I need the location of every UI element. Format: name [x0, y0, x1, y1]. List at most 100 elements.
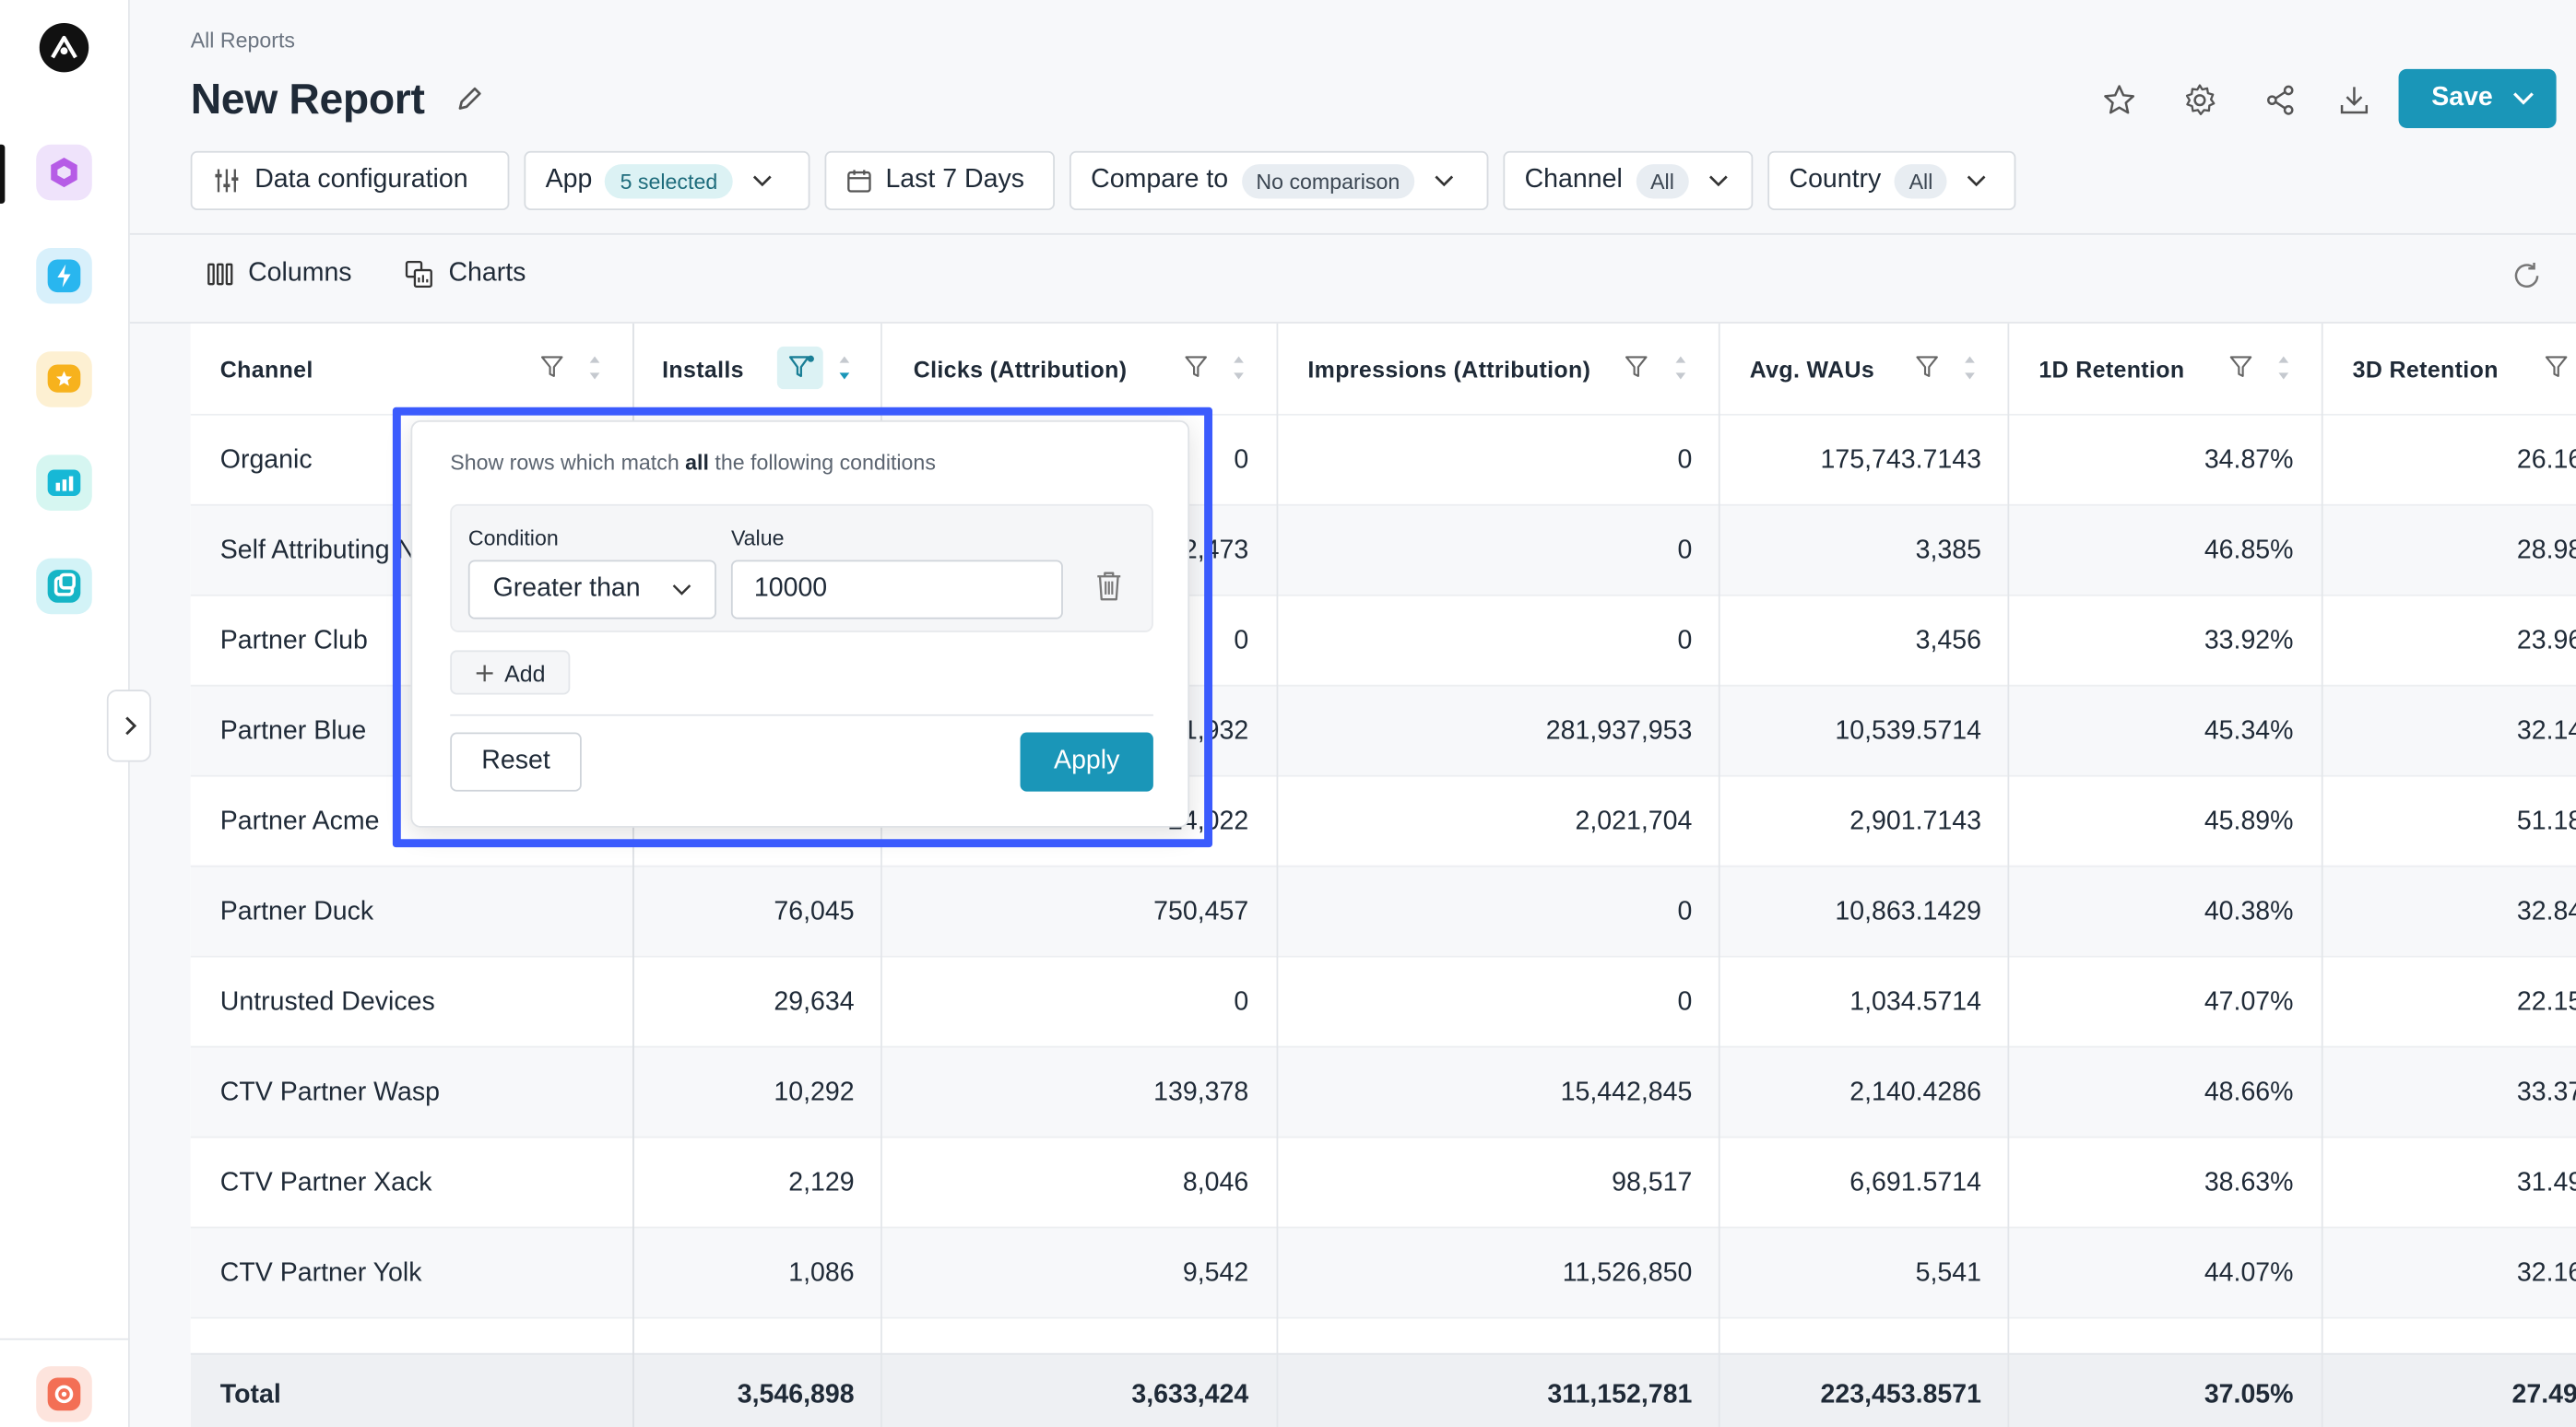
- favorite-star-icon[interactable]: [2097, 79, 2140, 122]
- column-divider: [632, 323, 634, 1427]
- gear-icon[interactable]: [2179, 79, 2221, 122]
- cell-3d-retention: 51.18: [2516, 807, 2576, 835]
- column-header-impressions[interactable]: Impressions (Attribution): [1307, 355, 1591, 383]
- filter-icon[interactable]: [2229, 355, 2252, 380]
- cell-channel: Self Attributing N: [219, 536, 417, 564]
- cell-channel: Partner Acme: [219, 807, 380, 835]
- app-filter[interactable]: App 5 selected: [524, 150, 810, 211]
- channel-filter-label: Channel: [1524, 165, 1623, 195]
- cell-clicks: 0: [1234, 626, 1249, 655]
- cell-channel: Partner Club: [219, 626, 368, 655]
- column-header-clicks[interactable]: Clicks (Attribution): [913, 355, 1128, 383]
- cell-3d-retention: 26.16: [2516, 445, 2576, 474]
- table-row[interactable]: CTV Partner Xack 2,129 8,046 98,517 6,691.57…: [190, 1136, 2576, 1227]
- cell-clicks: 1,932: [1182, 716, 1249, 745]
- cell-1d-retention: 47.07%: [2204, 987, 2294, 1016]
- cell-avg-waus: 175,743.7143: [1820, 445, 1981, 474]
- cell-1d-retention: 33.92%: [2204, 626, 2294, 655]
- cell-installs: 2,129: [788, 1168, 855, 1197]
- date-range-filter[interactable]: Last 7 Days: [824, 150, 1055, 211]
- filter-active-icon[interactable]: [788, 355, 815, 380]
- hexagon-app-icon[interactable]: [36, 144, 92, 201]
- cell-avg-waus: 3,385: [1915, 536, 1981, 564]
- trash-icon[interactable]: [1094, 570, 1124, 603]
- value-input[interactable]: [730, 560, 1063, 619]
- download-icon[interactable]: [2333, 79, 2375, 122]
- cell-1d-retention: 45.89%: [2204, 807, 2294, 835]
- table-row[interactable]: Organic 0 0 175,743.7143 34.87% 26.16: [190, 413, 2576, 504]
- breadcrumb[interactable]: All Reports: [190, 28, 295, 53]
- save-label: Save: [2431, 83, 2493, 112]
- sort-icon[interactable]: [1962, 351, 1979, 384]
- column-header-1d-retention[interactable]: 1D Retention: [2038, 355, 2185, 383]
- column-header-installs[interactable]: Installs: [662, 355, 744, 383]
- sort-icon[interactable]: [1672, 351, 1689, 384]
- chevron-down-icon: [1435, 175, 1454, 187]
- expand-sidebar-button[interactable]: [106, 690, 151, 762]
- bolt-app-icon[interactable]: [36, 247, 92, 304]
- cell-1d-retention: 38.63%: [2204, 1168, 2294, 1197]
- plus-icon: [476, 664, 493, 681]
- save-button[interactable]: Save: [2398, 68, 2557, 128]
- edit-title-icon[interactable]: [454, 82, 487, 124]
- cell-avg-waus: 10,539.5714: [1835, 716, 1981, 745]
- table-row[interactable]: Untrusted Devices 29,634 0 0 1,034.5714 47.07…: [190, 955, 2576, 1046]
- app-logo-icon[interactable]: [39, 22, 89, 73]
- focus-highlight-box: [392, 407, 1213, 848]
- sort-icon[interactable]: [586, 351, 603, 384]
- refresh-icon[interactable]: [2511, 259, 2544, 292]
- calendar-icon: [847, 170, 871, 193]
- cell-channel: Untrusted Devices: [219, 987, 435, 1016]
- cell-1d-retention: 44.07%: [2204, 1258, 2294, 1287]
- cell-clicks: 0: [1234, 987, 1249, 1016]
- share-icon[interactable]: [2259, 79, 2301, 122]
- cell-impressions: 0: [1677, 987, 1693, 1016]
- cell-avg-waus: 2,140.4286: [1849, 1078, 1981, 1106]
- country-filter[interactable]: Country All: [1767, 150, 2016, 211]
- total-impressions: 311,152,781: [1547, 1381, 1693, 1409]
- table-row[interactable]: CTV Partner Wasp 10,292 139,378 15,442,845 2…: [190, 1045, 2576, 1137]
- star-app-icon[interactable]: [36, 351, 92, 407]
- total-avg-waus: 223,453.8571: [1820, 1381, 1981, 1409]
- total-label: Total: [219, 1381, 281, 1409]
- sort-icon[interactable]: [1231, 351, 1247, 384]
- cell-3d-retention: 23.96: [2516, 626, 2576, 655]
- filter-icon[interactable]: [2545, 355, 2568, 380]
- data-configuration-button[interactable]: Data configuration: [190, 150, 510, 211]
- filter-icon[interactable]: [540, 355, 563, 380]
- condition-label: Condition: [467, 525, 559, 550]
- table-row[interactable]: Partner Duck 76,045 750,457 0 10,863.1429 40.…: [190, 865, 2576, 956]
- filter-icon[interactable]: [1916, 355, 1939, 380]
- condition-select[interactable]: Greater than: [467, 560, 716, 619]
- cell-1d-retention: 45.34%: [2204, 716, 2294, 745]
- apply-button[interactable]: Apply: [1020, 732, 1153, 792]
- channel-filter[interactable]: Channel All: [1503, 150, 1754, 211]
- column-header-3d-retention[interactable]: 3D Retention: [2352, 355, 2499, 383]
- column-divider: [1718, 323, 1720, 1427]
- cell-channel: Partner Duck: [219, 897, 374, 926]
- add-condition-button[interactable]: Add: [450, 650, 571, 695]
- chevron-down-icon: [2513, 92, 2535, 105]
- column-header-avg-waus[interactable]: Avg. WAUs: [1749, 355, 1875, 383]
- settings-app-icon[interactable]: [36, 1366, 92, 1422]
- chevron-down-icon: [1967, 175, 1987, 187]
- cell-clicks: 750,457: [1153, 897, 1249, 926]
- total-3d-retention: 27.49: [2511, 1381, 2576, 1409]
- columns-label: Columns: [248, 259, 352, 288]
- columns-button[interactable]: Columns: [207, 259, 352, 289]
- filter-icon[interactable]: [1625, 355, 1648, 380]
- cell-impressions: 98,517: [1612, 1168, 1693, 1197]
- copy-app-icon[interactable]: [36, 558, 92, 615]
- filter-icon[interactable]: [1185, 355, 1208, 380]
- compare-filter[interactable]: Compare to No comparison: [1069, 150, 1489, 211]
- column-header-channel[interactable]: Channel: [219, 355, 313, 383]
- sort-icon[interactable]: [2275, 351, 2292, 384]
- sort-desc-icon[interactable]: [836, 351, 853, 384]
- table-row[interactable]: Partner Club 0 0 3,456 33.92% 23.96: [190, 594, 2576, 685]
- chart-app-icon[interactable]: [36, 454, 92, 512]
- reset-button[interactable]: Reset: [450, 732, 582, 792]
- charts-button[interactable]: Charts: [404, 259, 526, 289]
- cell-avg-waus: 3,456: [1915, 626, 1981, 655]
- table-row[interactable]: CTV Partner Yolk 1,086 9,542 11,526,850 5,54…: [190, 1226, 2576, 1317]
